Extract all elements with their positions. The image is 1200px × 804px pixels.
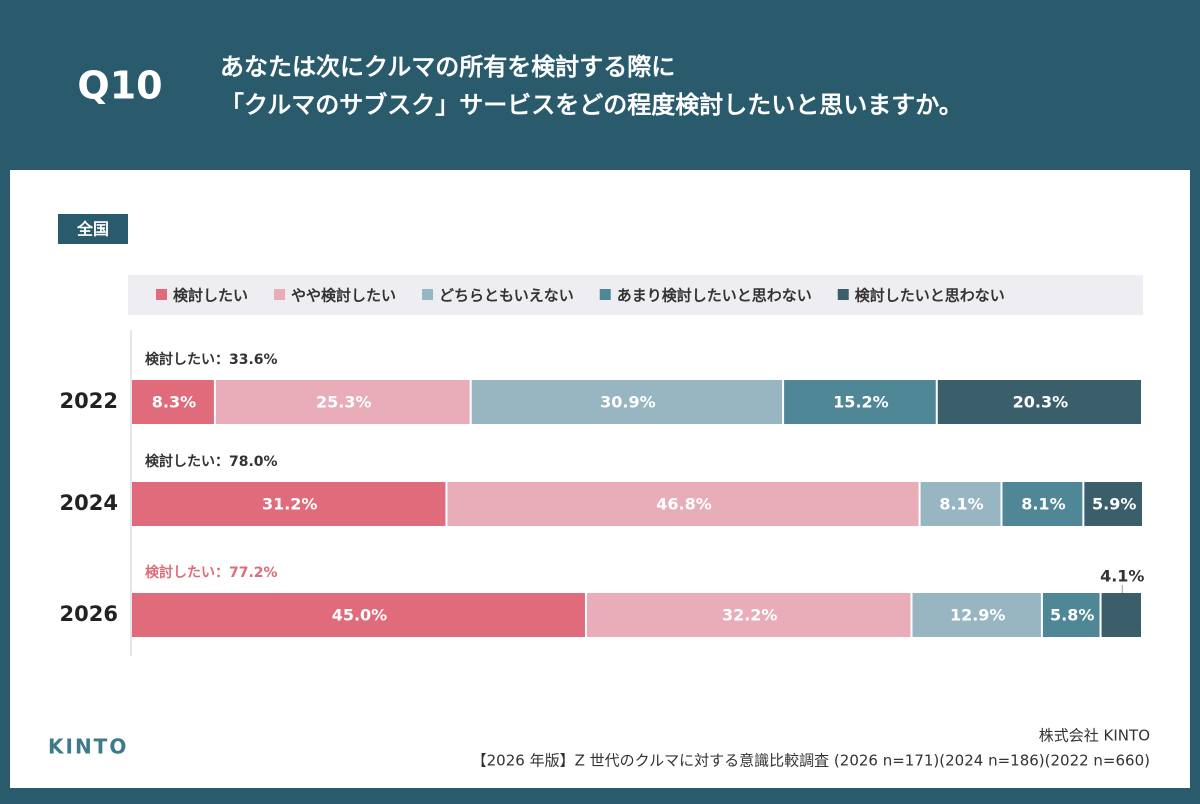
bar-segment — [1042, 593, 1100, 637]
bar-segment — [132, 593, 585, 637]
value-label: 32.2% — [722, 606, 778, 625]
legend-swatch — [599, 289, 611, 300]
bar-segment — [784, 380, 936, 424]
bar-segment — [132, 380, 214, 424]
legend-swatch — [156, 289, 167, 300]
source: 【2026 年版】Z 世代のクルマに対する意識比較調査 (2026 n=171)… — [472, 752, 1150, 770]
bar-segment — [1084, 482, 1143, 526]
value-label: 8.1% — [939, 495, 983, 514]
bar-segment — [447, 482, 919, 526]
annotation: 検討したい：78.0% — [145, 453, 278, 470]
value-label: 15.2% — [833, 393, 889, 412]
category-label: 2026 — [60, 602, 118, 626]
bar-segment — [215, 380, 470, 424]
legend-box — [128, 275, 1143, 315]
legend-label: 検討したいと思わない — [855, 287, 1005, 305]
bar-segment — [586, 593, 911, 637]
legend-label: どちらともいえない — [439, 287, 574, 305]
legend-swatch — [274, 289, 286, 300]
question-line: 「クルマのサブスク」サービスをどの程度検討したいと思いますか。 — [220, 91, 963, 119]
value-label: 46.8% — [656, 495, 712, 514]
question-line: あなたは次にクルマの所有を検討する際に — [220, 53, 675, 81]
category-label: 2022 — [60, 389, 118, 413]
value-label: 4.1% — [1100, 567, 1144, 586]
legend-swatch — [837, 289, 849, 300]
annotation: 検討したい：77.2% — [145, 564, 278, 581]
value-label: 5.9% — [1092, 495, 1136, 514]
value-label: 8.3% — [152, 393, 196, 412]
value-label: 5.8% — [1050, 606, 1094, 625]
legend-label: あまり検討したいと思わない — [617, 287, 812, 305]
region-badge — [58, 214, 128, 244]
bar-segment — [132, 482, 446, 526]
value-label: 30.9% — [600, 393, 656, 412]
bar-segment — [1002, 482, 1083, 526]
value-label: 12.9% — [950, 606, 1006, 625]
company: 株式会社 KINTO — [1039, 727, 1150, 745]
bar-segment — [920, 482, 1001, 526]
value-label: 20.3% — [1013, 393, 1069, 412]
region-label: 全国 — [76, 220, 109, 239]
bar-segment — [1101, 593, 1141, 637]
value-label: 25.3% — [316, 393, 372, 412]
legend-label: やや検討したい — [291, 287, 396, 305]
bar-segment — [937, 380, 1141, 424]
value-label: 31.2% — [262, 495, 318, 514]
value-label: 45.0% — [332, 606, 388, 625]
bar-segment — [912, 593, 1041, 637]
annotation: 検討したい：33.6% — [145, 351, 278, 368]
question-number: Q10 — [77, 64, 162, 108]
value-label: 8.1% — [1021, 495, 1065, 514]
legend-swatch — [422, 289, 434, 300]
legend-label: 検討したい — [173, 287, 248, 305]
panel — [10, 170, 1190, 788]
bar-segment — [471, 380, 783, 424]
logo: KINTO — [48, 735, 128, 759]
chart: 検討したい やや検討したい どちらともいえない あまり検討したいと思わない 検討したいと… — [60, 287, 1144, 637]
category-label: 2024 — [60, 491, 118, 515]
